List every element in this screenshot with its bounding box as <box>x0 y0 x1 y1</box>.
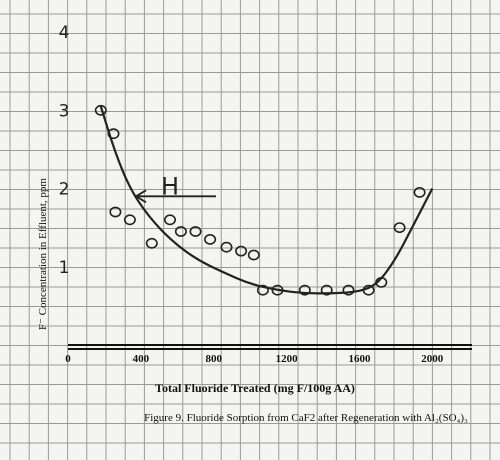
chart-axes <box>68 344 472 350</box>
figure-caption: Figure 9. Fluoride Sorption from CaF2 af… <box>144 412 468 424</box>
y-tick-label: 2 <box>59 180 70 200</box>
data-point <box>342 284 355 296</box>
data-point <box>189 226 202 237</box>
data-point <box>271 284 284 296</box>
data-point <box>362 284 375 296</box>
data-point <box>220 241 233 253</box>
y-tick-label: 3 <box>59 101 70 121</box>
x-axis-label: Total Fluoride Treated (mg F/100g AA) <box>155 381 355 395</box>
data-point <box>413 186 426 198</box>
x-tick-label: 1600 <box>349 353 372 365</box>
data-point <box>123 214 136 226</box>
y-tick-label: 4 <box>59 23 70 43</box>
data-point <box>256 284 269 296</box>
data-point <box>109 206 122 218</box>
data-point <box>375 276 388 288</box>
data-points <box>94 104 426 296</box>
x-tick-label: 1200 <box>276 353 299 365</box>
data-point <box>145 237 158 249</box>
data-point <box>174 226 187 237</box>
x-tick-label: 800 <box>205 353 222 365</box>
annotation: H <box>134 172 216 204</box>
data-point <box>94 104 107 116</box>
data-point <box>247 249 260 261</box>
data-point <box>164 214 177 226</box>
data-point <box>107 128 120 140</box>
trend-curve <box>99 105 434 295</box>
x-tick-label: 400 <box>133 353 150 365</box>
annotation-label: H <box>161 172 179 200</box>
annotation-arrow-head <box>134 189 147 204</box>
data-point <box>298 284 311 296</box>
y-tick-label: 1 <box>59 258 70 278</box>
x-tick-labels: 0 400 800 1200 1600 2000 <box>65 353 444 365</box>
data-point <box>204 233 217 245</box>
x-tick-label: 2000 <box>421 353 444 365</box>
trend-curves <box>99 105 434 295</box>
y-axis-label: F⁻ Concentration in Effluent, ppm <box>37 178 49 330</box>
data-point <box>235 245 248 257</box>
data-point <box>393 222 406 233</box>
data-point <box>320 284 333 296</box>
x-tick-label: 0 <box>65 353 71 365</box>
y-tick-labels: 1 2 3 4 <box>59 23 70 278</box>
